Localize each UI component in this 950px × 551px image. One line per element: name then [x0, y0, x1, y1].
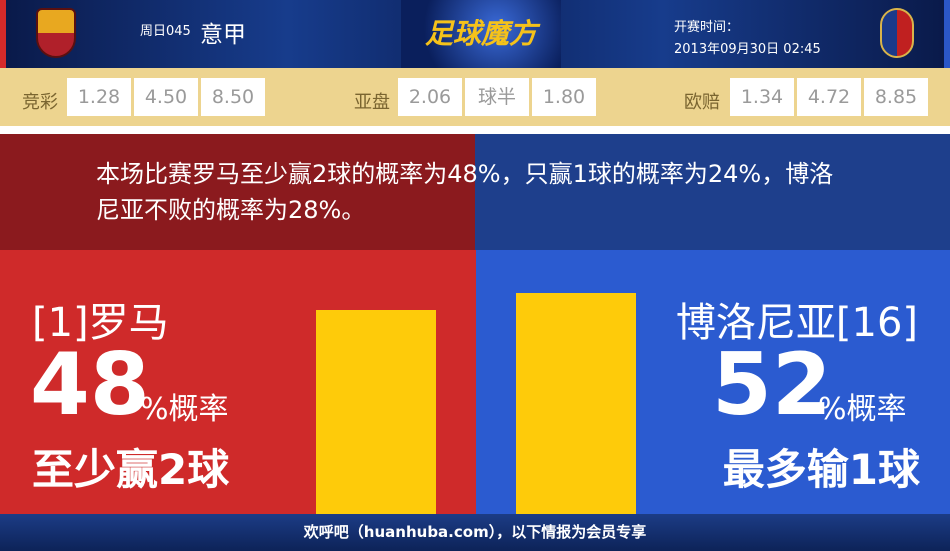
home-panel: [1]罗马 48 %概率 至少赢2球: [0, 250, 476, 514]
kickoff-label: 开赛时间：: [674, 20, 740, 35]
away-team-logo: [880, 8, 914, 58]
away-team-name: 博洛尼亚[16]: [675, 300, 918, 346]
away-percent-unit: %概率: [818, 392, 907, 427]
home-team-logo: [36, 8, 76, 58]
home-percent: 48: [30, 335, 150, 435]
match-header: 周日045 意甲 足球魔方 开赛时间： 2013年09月30日 02:45: [0, 0, 950, 68]
jingcai-label: 竞彩: [22, 92, 58, 113]
summary-text: 本场比赛罗马至少赢2球的概率为48%，只赢1球的概率为24%，博洛尼亚不败的概率…: [96, 160, 834, 224]
odds-value: 1.34: [730, 78, 794, 116]
brand-logo: 足球魔方: [401, 0, 561, 68]
home-probability-bar: [316, 310, 436, 514]
prediction-summary: 本场比赛罗马至少赢2球的概率为48%，只赢1球的概率为24%，博洛尼亚不败的概率…: [0, 134, 950, 250]
kickoff-time: 2013年09月30日 02:45: [674, 42, 821, 57]
home-desc: 至少赢2球: [32, 445, 230, 494]
odds-value: 球半: [465, 78, 529, 116]
away-probability-bar: [516, 293, 636, 514]
odds-value: 4.72: [797, 78, 861, 116]
member-footer[interactable]: 欢呼吧（huanhuba.com），以下情报为会员专享: [0, 514, 950, 551]
away-desc: 最多输1球: [722, 445, 920, 494]
yapan-label: 亚盘: [354, 92, 390, 113]
league-name: 意甲: [200, 22, 246, 48]
odds-bar: 竞彩 1.28 4.50 8.50 亚盘 2.06 球半 1.80 欧赔 1.3…: [0, 68, 950, 130]
odds-value: 1.80: [532, 78, 596, 116]
away-panel: 博洛尼亚[16] 52 %概率 最多输1球: [476, 250, 950, 514]
home-percent-unit: %概率: [140, 392, 229, 427]
match-number: 周日045: [140, 24, 191, 39]
away-percent: 52: [712, 335, 832, 435]
odds-value: 1.28: [67, 78, 131, 116]
odds-value: 8.85: [864, 78, 928, 116]
odds-value: 8.50: [201, 78, 265, 116]
oupei-label: 欧赔: [684, 92, 720, 113]
odds-value: 4.50: [134, 78, 198, 116]
odds-value: 2.06: [398, 78, 462, 116]
home-team-name: [1]罗马: [32, 300, 169, 346]
